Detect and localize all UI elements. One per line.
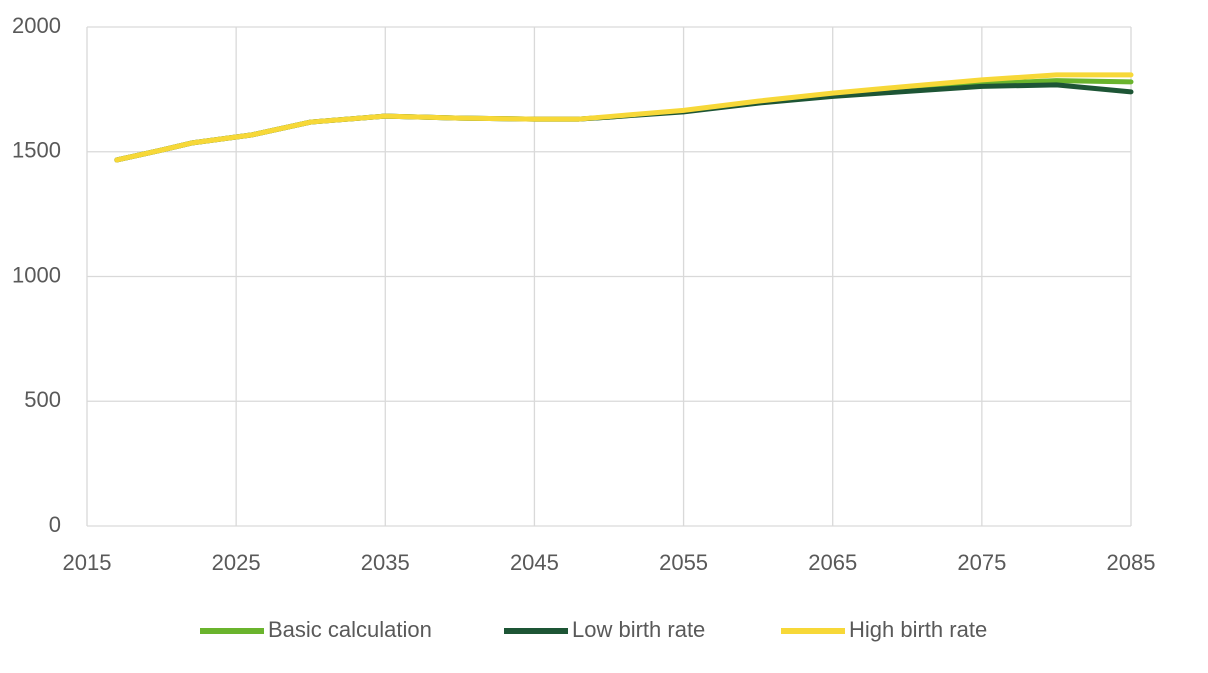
x-tick-label: 2015: [63, 550, 112, 575]
y-tick-label: 500: [24, 387, 61, 412]
legend-label: High birth rate: [849, 617, 987, 642]
series-line: [114, 72, 1134, 163]
y-tick-label: 1500: [12, 138, 61, 163]
x-tick-label: 2065: [808, 550, 857, 575]
legend-label: Basic calculation: [268, 617, 432, 642]
x-tick-label: 2025: [212, 550, 261, 575]
x-tick-label: 2085: [1107, 550, 1156, 575]
y-tick-label: 2000: [12, 13, 61, 38]
y-tick-label: 1000: [12, 262, 61, 287]
x-tick-label: 2075: [957, 550, 1006, 575]
x-tick-label: 2045: [510, 550, 559, 575]
x-tick-label: 2055: [659, 550, 708, 575]
series-line: [114, 82, 1134, 163]
series-line: [114, 78, 1134, 163]
legend-label: Low birth rate: [572, 617, 705, 642]
x-tick-label: 2035: [361, 550, 410, 575]
y-tick-label: 0: [49, 512, 61, 537]
